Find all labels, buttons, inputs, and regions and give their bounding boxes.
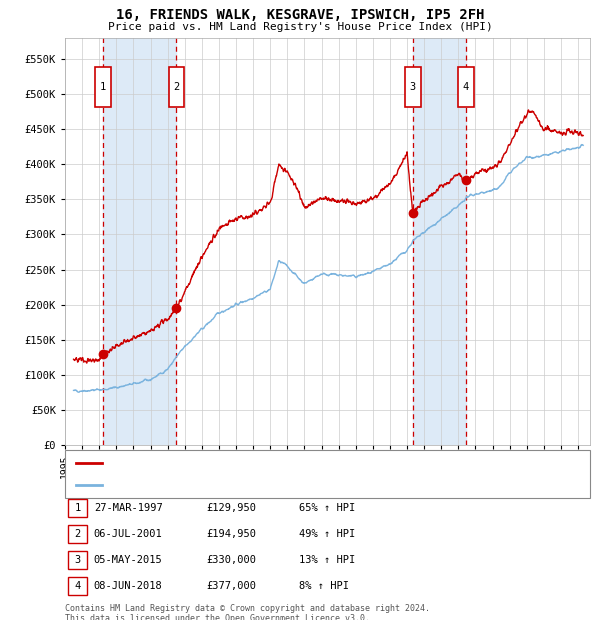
Text: 3: 3 <box>410 82 416 92</box>
Text: 05-MAY-2015: 05-MAY-2015 <box>94 555 163 565</box>
Text: 08-JUN-2018: 08-JUN-2018 <box>94 581 163 591</box>
Text: 4: 4 <box>463 82 469 92</box>
Text: 06-JUL-2001: 06-JUL-2001 <box>94 529 163 539</box>
Text: 49% ↑ HPI: 49% ↑ HPI <box>299 529 355 539</box>
Text: £377,000: £377,000 <box>206 581 256 591</box>
Text: 8% ↑ HPI: 8% ↑ HPI <box>299 581 349 591</box>
Text: 2: 2 <box>173 82 179 92</box>
Text: £330,000: £330,000 <box>206 555 256 565</box>
FancyBboxPatch shape <box>405 68 421 107</box>
Text: 16, FRIENDS WALK, KESGRAVE, IPSWICH, IP5 2FH (detached house): 16, FRIENDS WALK, KESGRAVE, IPSWICH, IP5… <box>107 458 473 468</box>
Text: £129,950: £129,950 <box>206 503 256 513</box>
Text: 16, FRIENDS WALK, KESGRAVE, IPSWICH, IP5 2FH: 16, FRIENDS WALK, KESGRAVE, IPSWICH, IP5… <box>116 8 484 22</box>
Text: 1: 1 <box>100 82 106 92</box>
Text: £194,950: £194,950 <box>206 529 256 539</box>
Bar <box>103 38 176 445</box>
Text: 1: 1 <box>74 503 81 513</box>
Text: Price paid vs. HM Land Registry's House Price Index (HPI): Price paid vs. HM Land Registry's House … <box>107 22 493 32</box>
Bar <box>413 38 466 445</box>
Text: HPI: Average price, detached house, East Suffolk: HPI: Average price, detached house, East… <box>107 480 395 490</box>
Text: 27-MAR-1997: 27-MAR-1997 <box>94 503 163 513</box>
Text: Contains HM Land Registry data © Crown copyright and database right 2024.
This d: Contains HM Land Registry data © Crown c… <box>65 604 430 620</box>
Text: 13% ↑ HPI: 13% ↑ HPI <box>299 555 355 565</box>
Text: 65% ↑ HPI: 65% ↑ HPI <box>299 503 355 513</box>
FancyBboxPatch shape <box>169 68 184 107</box>
FancyBboxPatch shape <box>458 68 473 107</box>
FancyBboxPatch shape <box>95 68 111 107</box>
Text: 4: 4 <box>74 581 81 591</box>
Text: 2: 2 <box>74 529 81 539</box>
Text: 3: 3 <box>74 555 81 565</box>
